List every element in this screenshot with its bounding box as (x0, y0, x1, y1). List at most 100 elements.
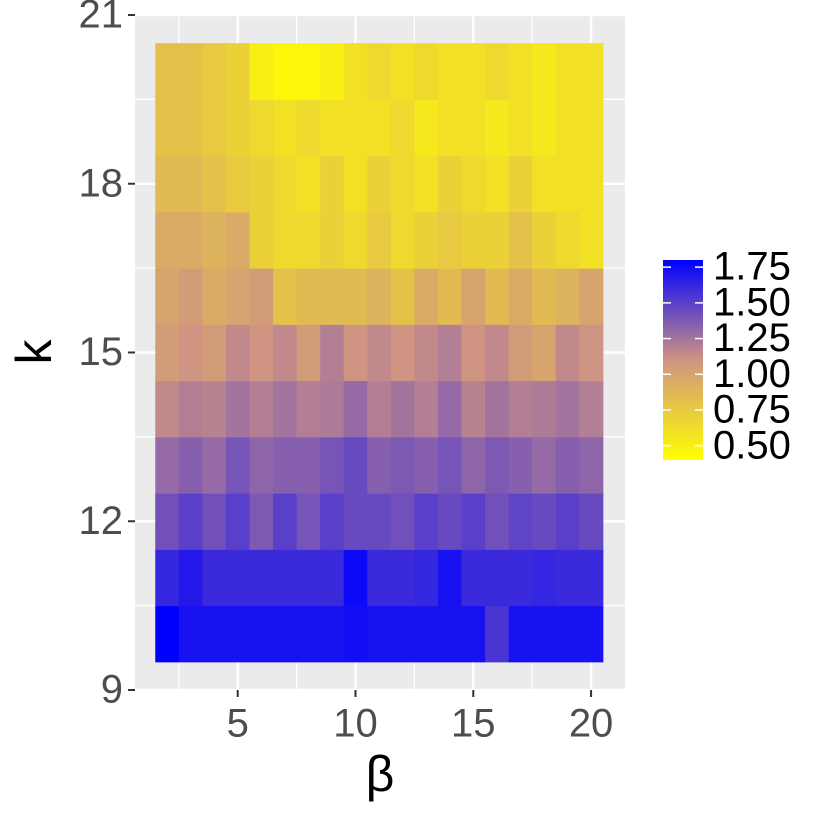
heat-cell (202, 605, 227, 663)
heat-cell (296, 324, 321, 382)
heat-cell (178, 605, 203, 663)
heat-cell (532, 43, 557, 100)
heat-cell (178, 99, 203, 157)
heat-cell (320, 549, 345, 607)
heat-cell (296, 605, 321, 663)
heat-cell (414, 605, 439, 663)
heat-cell (296, 380, 321, 438)
heat-cell (414, 43, 439, 100)
heat-cell (390, 155, 415, 213)
x-tick-label: 10 (333, 702, 378, 746)
heat-cell (273, 549, 298, 607)
heat-cell (508, 99, 533, 157)
heat-cell (508, 549, 533, 607)
heat-cell (249, 324, 274, 382)
heat-cell (155, 211, 180, 269)
heat-cell (225, 268, 250, 325)
heat-cell (390, 99, 415, 157)
heat-cell (178, 211, 203, 269)
heat-cell (437, 605, 463, 663)
heat-cell (437, 549, 463, 607)
heat-cell (437, 324, 463, 382)
heat-cell (555, 43, 580, 100)
heat-cell (555, 380, 580, 438)
colorbar-label: 1.75 (713, 245, 791, 289)
heat-cell (367, 605, 392, 663)
heat-cell (225, 549, 250, 607)
heat-cell (320, 436, 345, 494)
heat-cell (532, 268, 557, 325)
heat-cell (532, 493, 557, 550)
heat-cell (532, 324, 557, 382)
heat-cell (273, 436, 298, 494)
heat-cell (202, 43, 227, 100)
heat-cell (485, 380, 510, 438)
heat-cell (390, 43, 415, 100)
heat-cell (485, 155, 510, 213)
heat-cell (343, 380, 368, 438)
heat-cell (225, 155, 250, 213)
heat-cell (555, 605, 580, 663)
heat-cell (367, 380, 392, 438)
heat-cell (273, 155, 298, 213)
heat-cell (249, 493, 274, 550)
heat-cell (485, 549, 510, 607)
heat-cell (414, 155, 439, 213)
heat-cell (202, 493, 227, 550)
heat-cell (155, 155, 180, 213)
heat-cell (532, 380, 557, 438)
heat-cell (202, 155, 227, 213)
heat-cell (437, 211, 463, 269)
heat-cell (390, 324, 415, 382)
y-tick-label: 9 (101, 668, 123, 712)
heat-cell (367, 268, 392, 325)
colorbar-label: 1.25 (713, 316, 791, 360)
heat-cell (296, 43, 321, 100)
heat-cell (343, 549, 368, 607)
heat-cell (579, 268, 604, 325)
heat-cell (555, 549, 580, 607)
heat-cell (579, 211, 604, 269)
heat-cell (155, 436, 180, 494)
heat-cell (249, 211, 274, 269)
heat-cell (508, 493, 533, 550)
heat-cell (225, 380, 250, 438)
heat-cell (414, 99, 439, 157)
heat-cell (320, 493, 345, 550)
heat-cell (320, 324, 345, 382)
heat-cell (155, 43, 180, 100)
heat-cell (225, 211, 250, 269)
heat-cell (320, 268, 345, 325)
heat-cell (579, 436, 604, 494)
heat-cell (414, 380, 439, 438)
heat-cell (296, 436, 321, 494)
heat-cell (414, 211, 439, 269)
heat-cell (178, 493, 203, 550)
heat-cell (343, 43, 368, 100)
heat-cell (202, 211, 227, 269)
heat-cell (320, 43, 345, 100)
heat-cell (555, 155, 580, 213)
heat-cell (225, 99, 250, 157)
heat-cell (296, 493, 321, 550)
heat-cell (343, 211, 368, 269)
heat-cell (178, 43, 203, 100)
heat-cell (343, 493, 368, 550)
heat-cell (414, 324, 439, 382)
heat-cell (461, 99, 486, 157)
heat-cell (532, 155, 557, 213)
heat-cell (508, 380, 533, 438)
heat-cell (390, 493, 415, 550)
heat-cell (508, 324, 533, 382)
heat-cell (390, 380, 415, 438)
heat-cell (178, 436, 203, 494)
heat-cell (178, 380, 203, 438)
heat-cell (367, 99, 392, 157)
heat-cell (343, 436, 368, 494)
heat-cell (367, 549, 392, 607)
heat-cell (225, 605, 250, 663)
heat-cell (202, 99, 227, 157)
heat-cell (508, 436, 533, 494)
heat-cell (414, 549, 439, 607)
heat-cell (485, 43, 510, 100)
